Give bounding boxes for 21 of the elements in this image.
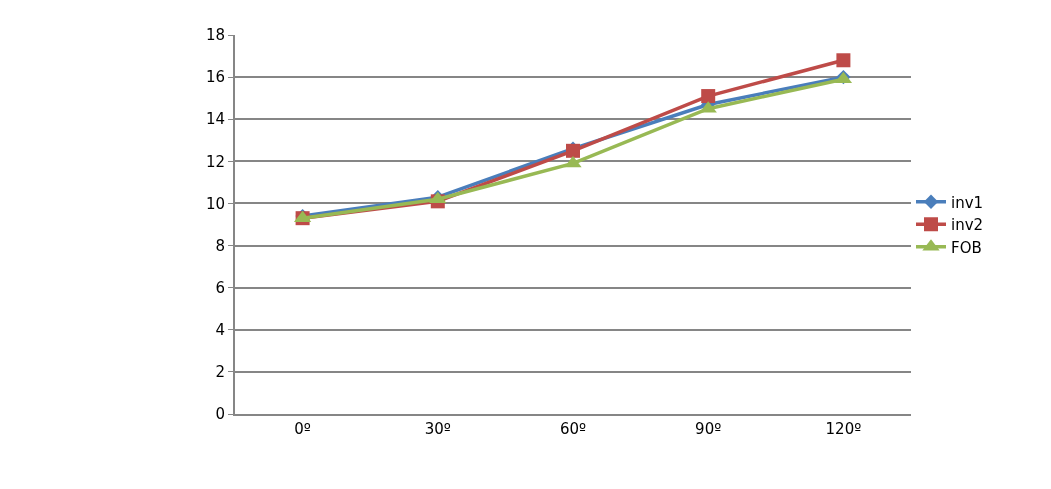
point [564,155,582,168]
x-tick-label: 90º [695,420,722,438]
y-tick-label: 4 [215,321,225,340]
x-tick-label: 0º [294,420,311,438]
x-tick-label: 120º [825,420,862,438]
y-tick-label: 14 [205,110,225,129]
legend-label: FOB [951,238,982,257]
point [701,89,716,104]
y-tick-label: 2 [215,363,225,382]
legend-label: inv2 [951,216,984,235]
y-tick-label: 10 [205,194,225,213]
y-tick-label: 6 [215,278,225,297]
y-tick-label: 12 [205,152,225,171]
legend-label: inv1 [951,193,984,212]
y-tick-label: 0 [215,405,225,424]
point [836,53,851,68]
y-tick-label: 8 [215,236,225,255]
y-tick-label: 18 [205,26,225,45]
x-tick-label: 30º [424,420,451,438]
x-tick-label: 60º [559,420,587,438]
y-tick-label: 16 [205,68,225,87]
